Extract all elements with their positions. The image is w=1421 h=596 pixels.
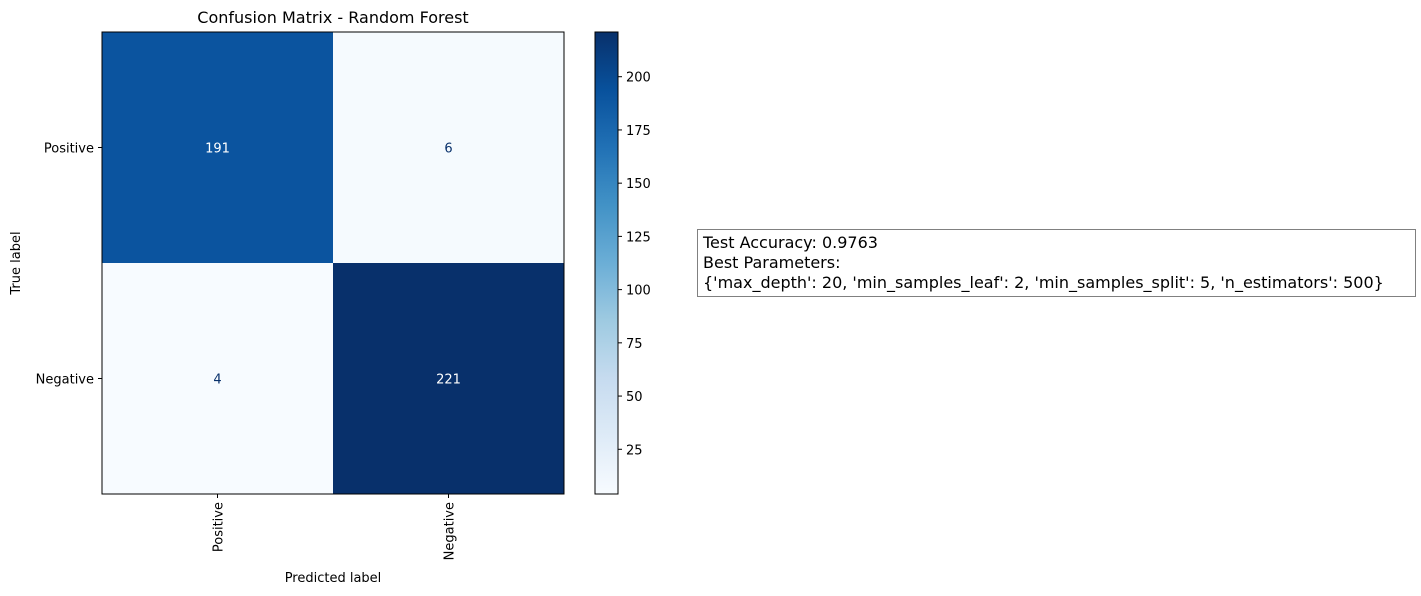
colorbar-tick-label: 200 — [626, 71, 651, 86]
y-axis-ticks: Positive Negative — [36, 142, 102, 388]
heatmap-cells — [102, 32, 564, 494]
best-parameters-heading: Best Parameters: — [703, 253, 841, 272]
chart-title: Confusion Matrix - Random Forest — [197, 8, 468, 27]
best-parameters-values: {'max_depth': 20, 'min_samples_leaf': 2,… — [703, 273, 1384, 292]
heatmap-cell — [102, 32, 333, 263]
cell-value-label: 6 — [444, 142, 452, 157]
colorbar-tick-label: 125 — [626, 230, 651, 245]
colorbar-tick-label: 50 — [626, 390, 643, 405]
y-tick-label: Positive — [44, 142, 94, 157]
colorbar-tick-label: 75 — [626, 337, 643, 352]
results-text-box: Test Accuracy: 0.9763 Best Parameters: {… — [697, 229, 1416, 297]
heatmap-cell — [333, 263, 564, 494]
colorbar-tick-label: 175 — [626, 124, 651, 139]
y-axis-label: True label — [9, 231, 24, 295]
cell-value-label: 221 — [436, 373, 461, 388]
cell-value-label: 191 — [205, 142, 230, 157]
plot-frame — [101, 31, 565, 495]
x-axis-ticks: Positive Negative — [212, 494, 458, 560]
colorbar-tick-label: 100 — [626, 284, 651, 299]
x-tick-label: Negative — [443, 502, 458, 560]
colorbar-ticks: 25 50 75 100 125 150 175 200 — [618, 71, 651, 458]
x-tick-label: Positive — [212, 502, 227, 552]
cell-value-label: 4 — [213, 373, 221, 388]
heatmap-cell — [333, 32, 564, 263]
x-axis-label: Predicted label — [285, 571, 382, 586]
heatmap-cell — [102, 263, 333, 494]
colorbar — [594, 31, 619, 495]
test-accuracy-text: Test Accuracy: 0.9763 — [703, 233, 878, 252]
y-tick-label: Negative — [36, 373, 94, 388]
colorbar-tick-label: 25 — [626, 443, 643, 458]
heatmap-cell-labels: 191 6 4 221 — [205, 142, 461, 388]
colorbar-tick-label: 150 — [626, 177, 651, 192]
